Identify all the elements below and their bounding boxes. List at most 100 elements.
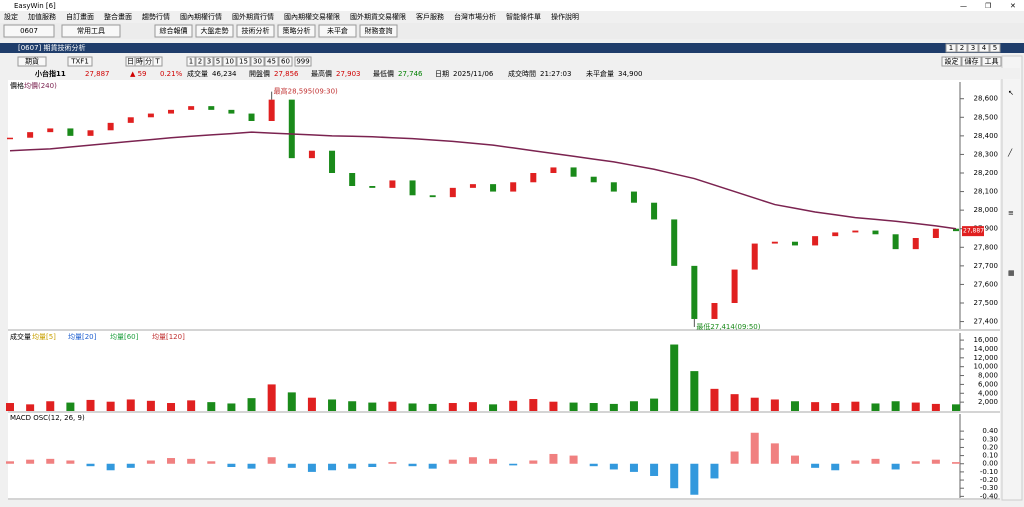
- period-button[interactable]: [152, 56, 163, 67]
- menu-item[interactable]: 加值服務: [28, 12, 56, 21]
- side-toolbar: [1001, 55, 1023, 501]
- volume-bar: [267, 384, 276, 411]
- tool-icon[interactable]: ≡: [1008, 209, 1014, 217]
- title-bar: [0, 0, 1024, 11]
- code-box[interactable]: [3, 24, 55, 38]
- period-button-label: T: [154, 58, 160, 66]
- minimize[interactable]: —: [960, 2, 967, 10]
- interval-button[interactable]: [195, 56, 205, 67]
- macd-bar: [710, 463, 719, 479]
- macd-bar: [167, 458, 176, 464]
- close[interactable]: ✕: [1010, 2, 1016, 10]
- toolbar-button[interactable]: [277, 24, 316, 38]
- volume-bar: [650, 398, 659, 411]
- macd-bar: [730, 451, 739, 464]
- interval-button[interactable]: [264, 56, 279, 67]
- toolbar-button[interactable]: [154, 24, 193, 38]
- y-tick-label: 27,400: [974, 318, 999, 326]
- volume-bar: [891, 401, 900, 411]
- menu-item[interactable]: 智能條件單: [506, 12, 541, 21]
- toolbar-button[interactable]: [318, 24, 357, 38]
- interval-button[interactable]: [278, 56, 293, 67]
- layout-button[interactable]: [945, 43, 957, 53]
- toolbar-button[interactable]: [195, 24, 234, 38]
- candle: [268, 99, 275, 121]
- tools-box[interactable]: [61, 24, 121, 38]
- toolbar-button[interactable]: [236, 24, 275, 38]
- panel-title-bar: [0, 43, 1024, 53]
- period-button-label: 時: [136, 58, 143, 66]
- volume-bar: [408, 403, 417, 411]
- product-box[interactable]: [17, 56, 47, 67]
- volume-bar: [6, 403, 14, 411]
- symbol-box[interactable]: [67, 56, 93, 67]
- toolbar: [0, 23, 1024, 39]
- action-button-label: 儲存: [965, 57, 979, 66]
- macd-bar: [509, 463, 518, 466]
- layout-button[interactable]: [978, 43, 990, 53]
- macd-bar: [66, 460, 75, 464]
- macd-bar: [931, 459, 940, 464]
- layout-button[interactable]: [967, 43, 979, 53]
- axis-area: [960, 80, 1000, 500]
- interval-button[interactable]: [186, 56, 196, 67]
- quote-name: 小台指11: [34, 69, 66, 78]
- interval-button[interactable]: [222, 56, 237, 67]
- menu-item[interactable]: 國內期權行情: [180, 12, 222, 21]
- menu-item[interactable]: 整合畫面: [104, 12, 132, 21]
- y-tick-label: 28,100: [974, 188, 999, 196]
- toolbar-button[interactable]: [359, 24, 398, 38]
- action-button[interactable]: [961, 56, 982, 67]
- interval-button-label: 1: [189, 58, 193, 66]
- y-tick-label: 0.00: [982, 460, 998, 468]
- menu-item[interactable]: 趨勢行情: [142, 12, 170, 21]
- macd-bar: [750, 432, 759, 464]
- volume-bar: [851, 401, 860, 411]
- annotation: 最低27,414(09:50): [696, 322, 760, 331]
- action-button[interactable]: [981, 56, 1002, 67]
- menu-item[interactable]: 操作說明: [551, 12, 579, 21]
- candle: [892, 234, 899, 250]
- panel-title: 價格: [10, 81, 24, 90]
- volume-bar: [489, 404, 498, 411]
- window-title: EasyWin [6]: [14, 2, 56, 10]
- volume-bar: [911, 402, 920, 411]
- action-button[interactable]: [941, 56, 962, 67]
- interval-button[interactable]: [204, 56, 214, 67]
- candle: [349, 173, 356, 186]
- maximize[interactable]: ❐: [985, 2, 991, 10]
- menu-item[interactable]: 自訂畫面: [66, 12, 94, 21]
- menu-item[interactable]: 台灣市場分析: [454, 12, 496, 21]
- menu-item[interactable]: 國內期權交易權限: [284, 12, 340, 21]
- tool-icon[interactable]: ↖: [1008, 89, 1014, 97]
- y-tick-label: 27,800: [974, 243, 999, 251]
- tool-icon[interactable]: ╱: [1007, 148, 1013, 157]
- menu-item[interactable]: 國外期貨行情: [232, 12, 274, 21]
- tool-icon[interactable]: ▦: [1008, 269, 1015, 277]
- menu-item[interactable]: 國外期貨交易權限: [350, 12, 406, 21]
- legend-item: 均量[120]: [152, 332, 185, 341]
- interval-button[interactable]: [213, 56, 223, 67]
- y-tick-label: 16,000: [974, 336, 999, 344]
- volume-bar: [348, 401, 357, 411]
- interval-button[interactable]: [236, 56, 251, 67]
- candle: [329, 150, 336, 173]
- menu-item[interactable]: 設定: [4, 12, 18, 21]
- y-tick-label: 0.10: [982, 452, 998, 460]
- macd-bar: [871, 458, 880, 464]
- candle: [651, 202, 658, 220]
- y-tick-label: 28,300: [974, 150, 999, 158]
- layout-button[interactable]: [989, 43, 1001, 53]
- candle: [671, 219, 678, 266]
- toolbar-button-label: 綜合報價: [160, 26, 188, 35]
- quote-label: 最低價: [373, 69, 394, 78]
- quote-value: 34,900: [618, 70, 643, 78]
- layout-button[interactable]: [956, 43, 968, 53]
- tools-box-label: 常用工具: [77, 26, 105, 35]
- count-box[interactable]: [294, 56, 312, 67]
- menu-item[interactable]: 客戶服務: [416, 12, 444, 21]
- volume-bar: [670, 344, 679, 411]
- volume-bar: [86, 399, 95, 411]
- interval-button[interactable]: [250, 56, 265, 67]
- candle: [932, 228, 939, 238]
